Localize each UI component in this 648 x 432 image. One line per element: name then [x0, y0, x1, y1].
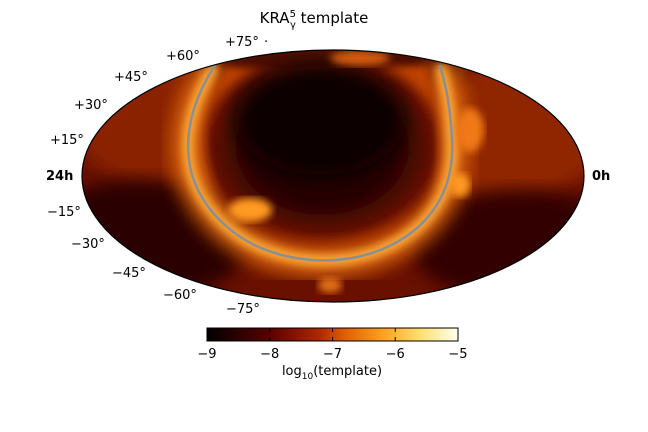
colorbar-label-suffix: (template)	[313, 364, 382, 379]
overlay-contour	[186, 64, 454, 262]
dec-label-minus60: −60°	[163, 288, 197, 303]
colorbar-tick-label: −9	[197, 347, 216, 362]
colorbar-label: log10(template)	[282, 364, 382, 382]
plot-title: KRA5 γ template	[260, 9, 369, 31]
title-suffix: template	[296, 9, 368, 27]
colorbar-tick-label: −6	[386, 347, 405, 362]
ra-label-left: 24h	[46, 169, 73, 184]
dec-label-plus60: +60°	[166, 49, 200, 64]
dec-label-minus45: −45°	[112, 266, 146, 281]
colorbar-label-subscript: 10	[302, 372, 314, 382]
colorbar-tick-label: −5	[448, 347, 467, 362]
dec-label-minus15: −15°	[47, 205, 81, 220]
title-subscript: γ	[290, 20, 296, 31]
dec-label-plus45: +45°	[114, 70, 148, 85]
map-outline	[81, 49, 585, 303]
ra-label-right: 0h	[592, 169, 610, 184]
colorbar-tick-label: −8	[260, 347, 279, 362]
declination-labels: +75° · +60° +45° +30° +15° −15° −30° −45…	[47, 35, 268, 317]
title-superscript: 5	[290, 9, 296, 20]
colorbar-tick-label: −7	[323, 347, 342, 362]
dec-label-plus30: +30°	[74, 98, 108, 113]
dec-label-minus30: −30°	[71, 237, 105, 252]
colorbar-ticks: −9 −8 −7 −6 −5	[197, 328, 468, 362]
dec-label-top-dot: ·	[264, 35, 268, 50]
colorbar: −9 −8 −7 −6 −5 log10(template)	[197, 327, 468, 382]
dec-label-plus75: +75°	[225, 35, 259, 50]
dec-label-minus75: −75°	[226, 302, 260, 317]
dec-label-plus15: +15°	[50, 133, 84, 148]
